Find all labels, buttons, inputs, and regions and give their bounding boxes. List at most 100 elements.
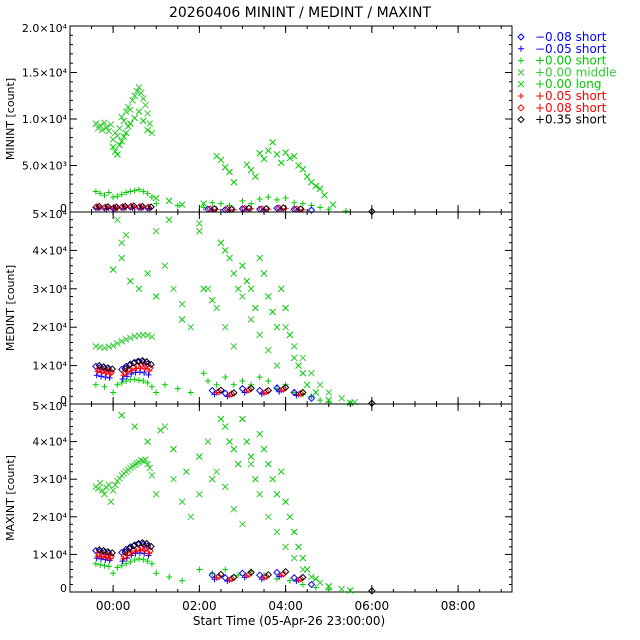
- data-point: [131, 376, 138, 383]
- data-point: [217, 200, 224, 207]
- data-point: [144, 331, 151, 339]
- data-point: [137, 361, 146, 369]
- data-point: [277, 285, 285, 293]
- legend-symbol: [517, 33, 525, 41]
- data-point: [265, 147, 272, 154]
- data-point: [252, 304, 259, 312]
- data-point: [187, 513, 195, 521]
- data-point: [135, 108, 143, 115]
- data-point: [174, 385, 181, 392]
- data-point: [299, 354, 307, 362]
- data-point: [245, 386, 253, 394]
- data-point: [269, 138, 277, 146]
- data-point: [136, 369, 143, 376]
- data-point: [144, 110, 151, 117]
- data-point: [101, 119, 108, 127]
- data-point: [103, 124, 111, 131]
- data-point: [127, 277, 134, 285]
- data-point: [200, 370, 207, 377]
- data-point: [123, 377, 130, 384]
- data-point: [120, 552, 129, 560]
- data-point: [256, 150, 264, 157]
- data-point: [114, 132, 121, 140]
- data-point: [102, 374, 109, 381]
- data-point: [230, 573, 238, 582]
- data-point: [136, 203, 144, 211]
- data-point: [243, 161, 251, 168]
- data-point: [256, 374, 263, 381]
- data-point: [329, 201, 337, 208]
- data-point: [148, 472, 156, 479]
- legend-label: +0.35 short: [535, 113, 607, 127]
- data-point: [227, 390, 236, 398]
- data-point: [200, 285, 208, 293]
- data-point: [316, 381, 324, 389]
- data-point: [265, 377, 272, 384]
- data-point: [178, 300, 186, 308]
- data-point: [239, 377, 246, 384]
- data-point: [123, 560, 130, 567]
- data-point: [308, 573, 315, 581]
- data-point: [112, 203, 121, 211]
- data-point: [226, 168, 233, 176]
- data-point: [325, 389, 333, 396]
- data-point: [99, 363, 108, 371]
- data-point: [94, 485, 102, 492]
- data-point: [142, 101, 149, 109]
- data-point: [282, 149, 289, 156]
- data-point: [97, 561, 104, 568]
- data-point: [215, 572, 223, 581]
- data-point: [230, 343, 238, 350]
- data-point: [109, 266, 117, 273]
- data-point: [230, 270, 238, 277]
- data-point: [144, 558, 151, 565]
- data-point: [118, 239, 126, 247]
- data-point: [122, 336, 130, 343]
- data-point: [116, 141, 123, 149]
- data-point: [312, 575, 320, 583]
- data-point: [290, 343, 298, 350]
- data-point: [290, 554, 298, 562]
- data-point: [303, 173, 311, 181]
- y-tick-label: 3×10⁴: [32, 473, 67, 486]
- data-point: [299, 388, 307, 397]
- x-tick-label: 04:00: [268, 599, 303, 613]
- data-point: [325, 206, 332, 213]
- data-point: [213, 381, 220, 388]
- data-point: [317, 204, 324, 211]
- data-point: [133, 87, 141, 95]
- data-point: [131, 114, 139, 122]
- data-point: [325, 586, 332, 593]
- legend-label: −0.05 short: [535, 42, 607, 56]
- data-point: [296, 575, 305, 583]
- data-point: [307, 206, 316, 214]
- data-point: [120, 368, 129, 377]
- data-point: [153, 570, 160, 577]
- data-point: [161, 262, 169, 270]
- data-point: [97, 190, 104, 197]
- y-tick-label: 1.5×10⁴: [22, 67, 68, 80]
- data-point: [114, 216, 121, 224]
- panel-1: 0 5.0×10³ 1.0×10⁴ 1.5×10⁴ 2.0×10⁴ MININT [cou…: [4, 22, 513, 216]
- data-point: [152, 194, 160, 202]
- data-point: [217, 570, 225, 579]
- data-point: [139, 95, 147, 102]
- data-point: [135, 186, 142, 193]
- data-point: [279, 385, 288, 393]
- data-point: [273, 150, 281, 158]
- data-point: [109, 342, 117, 349]
- data-point: [178, 201, 186, 208]
- chart-title: 20260406 MININT / MEDINT / MAXINT: [169, 5, 431, 21]
- legend-symbol: [518, 93, 524, 99]
- data-point: [230, 178, 238, 186]
- data-point: [243, 277, 251, 285]
- data-point: [93, 372, 100, 379]
- data-point: [127, 202, 135, 211]
- data-point: [321, 191, 328, 199]
- data-point: [105, 343, 113, 351]
- data-point: [247, 568, 255, 577]
- x-tick-label: 08:00: [441, 599, 476, 613]
- y-tick-label: 2×10⁴: [32, 511, 67, 524]
- panel-3: 0 1×10⁴ 2×10⁴ 3×10⁴ 4×10⁴ 5×10⁴ MAXINT [count]: [4, 400, 513, 595]
- data-point: [200, 200, 208, 207]
